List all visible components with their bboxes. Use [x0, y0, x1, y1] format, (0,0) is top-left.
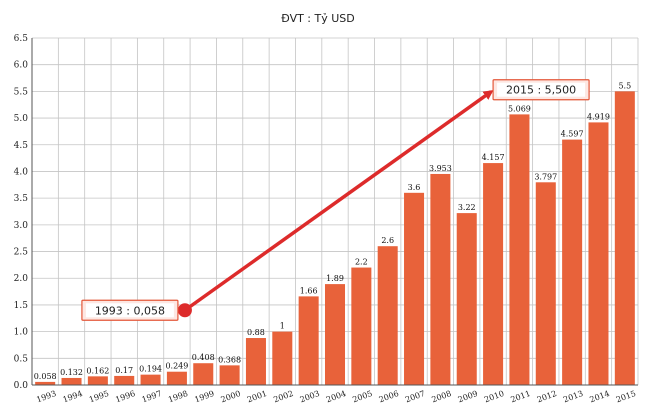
data-label: 1.66 — [300, 286, 318, 295]
bar — [193, 363, 214, 385]
x-tick-label: 2001 — [246, 389, 268, 404]
data-label: 0.408 — [192, 353, 215, 362]
data-label: 2.2 — [355, 258, 368, 267]
x-tick-label: 1994 — [62, 389, 84, 404]
x-tick-label: 2007 — [404, 389, 426, 404]
bar — [166, 371, 187, 385]
x-tick-label: 2011 — [509, 389, 531, 404]
bar — [245, 338, 266, 385]
data-label: 0.132 — [60, 368, 83, 377]
bar — [272, 331, 293, 385]
x-tick-label: 2004 — [325, 389, 347, 404]
y-tick-label: 3.5 — [14, 194, 29, 204]
x-tick-label: 2010 — [483, 389, 505, 404]
chart-title: ĐVT : Tỷ USD — [281, 12, 355, 25]
x-tick-label: 2014 — [589, 389, 611, 404]
x-tick-label: 2013 — [562, 389, 584, 404]
bar — [535, 182, 556, 385]
x-tick-label: 1997 — [141, 389, 163, 404]
bar — [298, 296, 319, 385]
data-label: 0.162 — [86, 366, 109, 375]
data-label: 4.597 — [561, 130, 584, 139]
data-label: 3.797 — [534, 172, 557, 181]
callout-text: 2015 : 5,500 — [506, 84, 576, 97]
y-tick-label: 3.0 — [14, 221, 29, 231]
x-tick-label: 2005 — [351, 389, 373, 404]
data-label: 0.249 — [165, 362, 188, 371]
bar — [404, 192, 425, 385]
y-tick-label: 5.0 — [14, 114, 29, 124]
x-tick-label: 1993 — [35, 389, 57, 404]
bar — [351, 267, 372, 385]
bar — [61, 377, 82, 385]
data-label: 3.22 — [458, 203, 476, 212]
callout-box: 2015 : 5,500 — [492, 79, 590, 101]
x-tick-label: 2006 — [378, 389, 400, 404]
bar — [377, 246, 398, 385]
callouts: 1993 : 0,058 2015 : 5,500 — [81, 79, 590, 321]
bar — [35, 381, 56, 385]
data-label: 5.069 — [508, 104, 531, 113]
y-tick-label: 1.0 — [14, 328, 29, 338]
x-tick-label: 2015 — [615, 389, 637, 404]
trend-arrow-line — [183, 89, 494, 312]
trend-arrow — [177, 89, 494, 318]
data-label: 0.88 — [247, 328, 265, 337]
bar — [324, 284, 346, 385]
x-tick-label: 1998 — [167, 389, 189, 404]
grid-lines — [31, 37, 639, 386]
x-tick-label: 2012 — [536, 389, 558, 404]
bar — [87, 376, 108, 385]
bar — [588, 122, 609, 386]
bar — [140, 374, 161, 385]
data-label: 5.5 — [618, 81, 631, 90]
bar — [483, 163, 504, 385]
callout-inner — [497, 82, 586, 97]
data-label: 0.058 — [34, 372, 57, 381]
y-tick-label: 6.5 — [14, 34, 29, 44]
callout-text: 1993 : 0,058 — [95, 304, 165, 317]
bars: 0.058 0.132 0.162 0.17 0.194 0.249 0.408 0.368 0… — [34, 81, 635, 386]
y-tick-label: 0.0 — [14, 381, 29, 391]
bar — [430, 173, 451, 385]
y-tick-label: 0.5 — [14, 354, 29, 364]
data-label: 4.157 — [482, 153, 505, 162]
bar — [562, 139, 583, 385]
data-label: 1 — [280, 322, 285, 331]
x-tick-label: 2003 — [299, 389, 321, 404]
x-tick-label: 1995 — [88, 389, 110, 404]
x-tick-label: 2009 — [457, 389, 479, 404]
y-tick-label: 1.5 — [14, 301, 29, 311]
callout-inner — [85, 303, 174, 318]
bar — [509, 114, 530, 386]
bar — [456, 213, 477, 385]
bar — [114, 375, 135, 385]
y-tick-label: 6.0 — [14, 61, 29, 71]
data-label: 2.6 — [381, 236, 394, 245]
x-tick-label: 2000 — [220, 389, 242, 404]
y-tick-label: 4.0 — [14, 167, 29, 177]
x-tick-label: 1996 — [114, 389, 136, 404]
data-label: 3.6 — [408, 183, 421, 192]
callout-box: 1993 : 0,058 — [81, 299, 179, 321]
data-label: 0.17 — [115, 366, 133, 375]
x-tick-label: 1999 — [193, 389, 215, 404]
x-tick-label: 2002 — [272, 389, 294, 404]
data-label: 4.919 — [587, 112, 610, 121]
data-label: 0.368 — [218, 355, 241, 364]
y-tick-label: 4.5 — [14, 141, 29, 151]
data-label: 3.953 — [429, 164, 452, 173]
bar — [614, 91, 635, 385]
data-label: 1.89 — [326, 274, 344, 283]
x-tick-label: 2008 — [430, 389, 452, 404]
y-tick-label: 2.0 — [14, 274, 29, 284]
y-tick-label: 5.5 — [14, 87, 29, 97]
y-tick-label: 2.5 — [14, 248, 29, 258]
bar — [219, 365, 240, 385]
data-label: 0.194 — [139, 365, 162, 374]
trend-arrow-start-dot — [177, 303, 192, 318]
